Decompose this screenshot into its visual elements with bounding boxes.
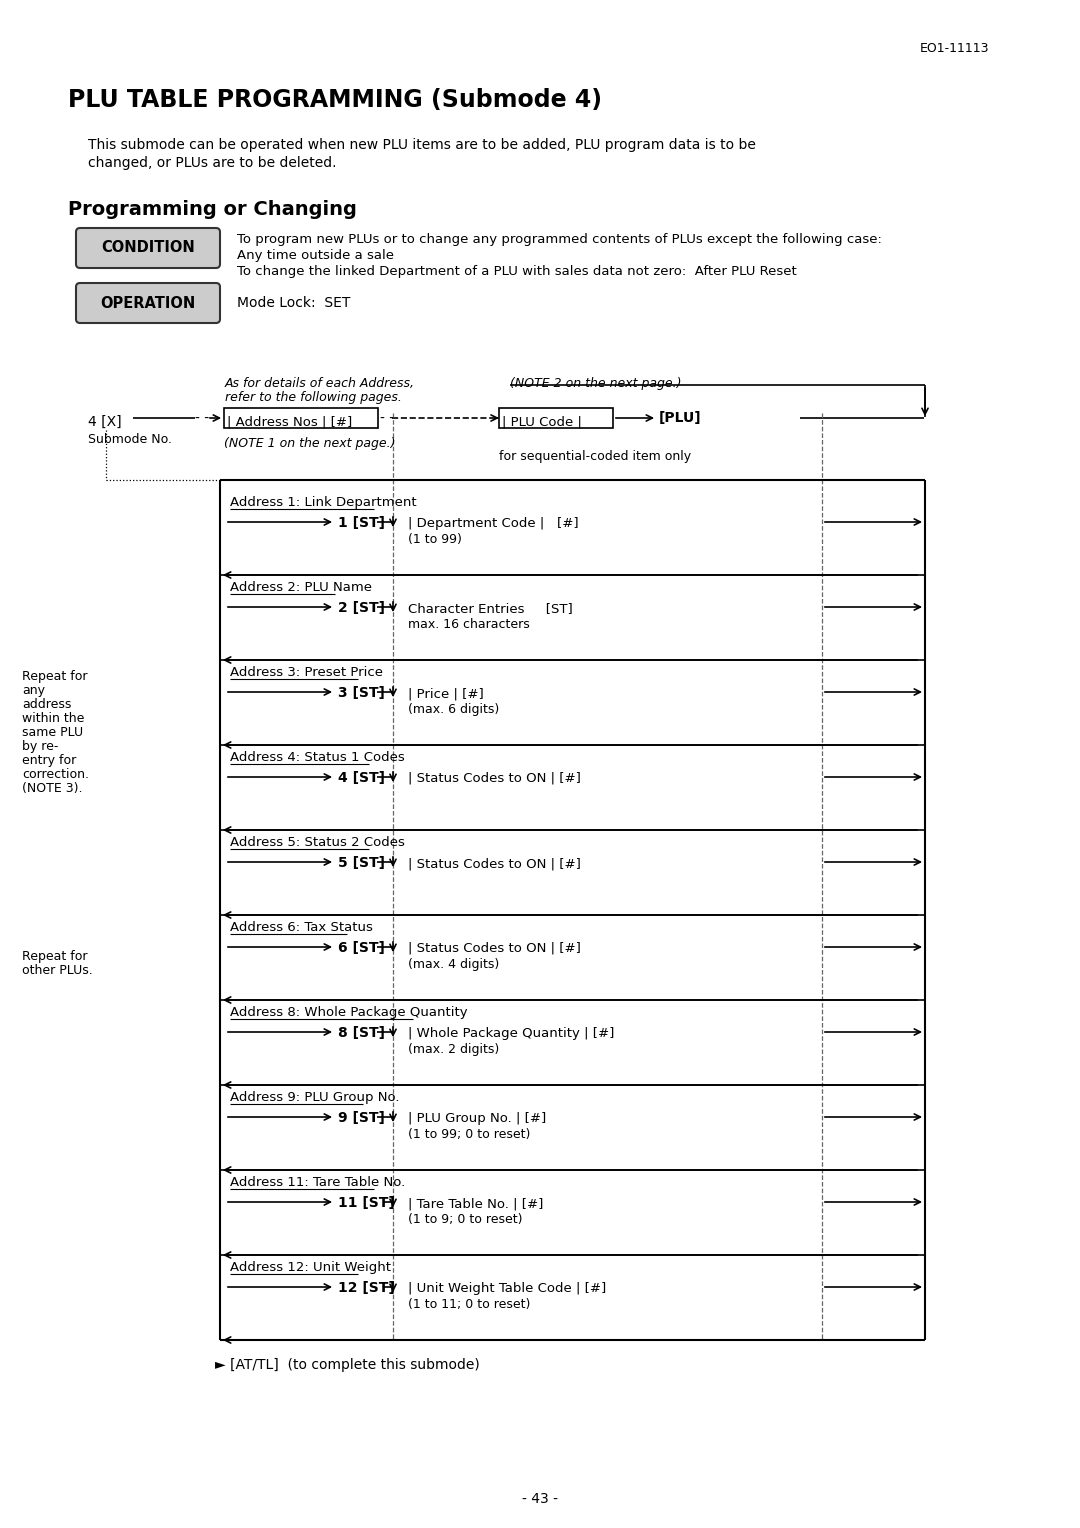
Text: | Address Nos | [#]: | Address Nos | [#] (227, 416, 352, 429)
Text: (1 to 99; 0 to reset): (1 to 99; 0 to reset) (408, 1128, 530, 1141)
Text: | Tare Table No. | [#]: | Tare Table No. | [#] (408, 1196, 543, 1210)
Text: - -: - - (195, 411, 210, 425)
Text: | PLU Code |: | PLU Code | (502, 416, 582, 429)
Text: CONDITION: CONDITION (102, 240, 194, 255)
Text: 11 [ST]: 11 [ST] (338, 1196, 395, 1210)
Text: address: address (22, 698, 71, 711)
Text: Address 9: PLU Group No.: Address 9: PLU Group No. (230, 1091, 400, 1105)
Text: EO1-11113: EO1-11113 (920, 41, 989, 55)
Text: OPERATION: OPERATION (100, 295, 195, 310)
Text: 5 [ST]: 5 [ST] (338, 856, 384, 869)
FancyBboxPatch shape (76, 283, 220, 322)
Text: ► [AT/TL]  (to complete this submode): ► [AT/TL] (to complete this submode) (215, 1358, 480, 1372)
Text: Address 12: Unit Weight: Address 12: Unit Weight (230, 1261, 391, 1274)
Text: (1 to 9; 0 to reset): (1 to 9; 0 to reset) (408, 1213, 523, 1225)
Text: Mode Lock:  SET: Mode Lock: SET (237, 296, 350, 310)
Text: Submode No.: Submode No. (87, 432, 172, 446)
Text: 8 [ST]: 8 [ST] (338, 1025, 384, 1041)
Text: 9 [ST]: 9 [ST] (338, 1111, 384, 1125)
Text: Repeat for: Repeat for (22, 669, 87, 683)
Text: Address 2: PLU Name: Address 2: PLU Name (230, 581, 372, 594)
Text: (max. 6 digits): (max. 6 digits) (408, 703, 499, 717)
Text: Address 3: Preset Price: Address 3: Preset Price (230, 666, 383, 678)
Text: Any time outside a sale: Any time outside a sale (237, 249, 394, 261)
Text: 2 [ST]: 2 [ST] (338, 601, 384, 614)
Text: | Unit Weight Table Code | [#]: | Unit Weight Table Code | [#] (408, 1282, 606, 1296)
Text: Address 1: Link Department: Address 1: Link Department (230, 497, 417, 509)
Text: any: any (22, 685, 45, 697)
Text: | Price | [#]: | Price | [#] (408, 688, 484, 700)
Text: As for details of each Address,: As for details of each Address, (225, 377, 415, 390)
Text: 6 [ST]: 6 [ST] (338, 941, 384, 955)
Text: other PLUs.: other PLUs. (22, 964, 93, 976)
Text: | Status Codes to ON | [#]: | Status Codes to ON | [#] (408, 941, 581, 955)
Text: 3 [ST]: 3 [ST] (338, 686, 384, 700)
Text: To change the linked Department of a PLU with sales data not zero:  After PLU Re: To change the linked Department of a PLU… (237, 264, 797, 278)
Text: (NOTE 3).: (NOTE 3). (22, 782, 82, 795)
Text: | Status Codes to ON | [#]: | Status Codes to ON | [#] (408, 857, 581, 869)
Text: This submode can be operated when new PLU items are to be added, PLU program dat: This submode can be operated when new PL… (87, 138, 756, 151)
Text: (1 to 11; 0 to reset): (1 to 11; 0 to reset) (408, 1297, 530, 1311)
Text: PLU TABLE PROGRAMMING (Submode 4): PLU TABLE PROGRAMMING (Submode 4) (68, 89, 602, 112)
Text: correction.: correction. (22, 769, 89, 781)
Text: 4 [X]: 4 [X] (87, 416, 122, 429)
Text: Address 8: Whole Package Quantity: Address 8: Whole Package Quantity (230, 1005, 468, 1019)
Text: | PLU Group No. | [#]: | PLU Group No. | [#] (408, 1112, 546, 1125)
Text: Address 6: Tax Status: Address 6: Tax Status (230, 921, 373, 934)
Text: (NOTE 2 on the next page.): (NOTE 2 on the next page.) (510, 377, 681, 390)
Text: Programming or Changing: Programming or Changing (68, 200, 356, 219)
Text: max. 16 characters: max. 16 characters (408, 617, 530, 631)
Text: changed, or PLUs are to be deleted.: changed, or PLUs are to be deleted. (87, 156, 337, 170)
Bar (224, 408, 378, 428)
Text: 1 [ST]: 1 [ST] (338, 516, 384, 530)
Text: | Whole Package Quantity | [#]: | Whole Package Quantity | [#] (408, 1027, 615, 1041)
Text: To program new PLUs or to change any programmed contents of PLUs except the foll: To program new PLUs or to change any pro… (237, 232, 882, 246)
Text: - -: - - (380, 411, 394, 425)
Text: refer to the following pages.: refer to the following pages. (225, 391, 402, 403)
Text: within the: within the (22, 712, 84, 724)
Text: | Department Code |   [#]: | Department Code | [#] (408, 516, 579, 530)
Text: Address 4: Status 1 Codes: Address 4: Status 1 Codes (230, 750, 405, 764)
Text: | Status Codes to ON | [#]: | Status Codes to ON | [#] (408, 772, 581, 785)
Bar (499, 408, 613, 428)
Text: (NOTE 1 on the next page.): (NOTE 1 on the next page.) (224, 437, 395, 451)
Text: Character Entries     [ST]: Character Entries [ST] (408, 602, 572, 614)
FancyBboxPatch shape (76, 228, 220, 267)
Text: for sequential-coded item only: for sequential-coded item only (499, 451, 691, 463)
Text: (max. 4 digits): (max. 4 digits) (408, 958, 499, 970)
Text: 12 [ST]: 12 [ST] (338, 1280, 395, 1296)
Text: [PLU]: [PLU] (659, 411, 702, 425)
Text: (1 to 99): (1 to 99) (408, 533, 462, 545)
Text: 4 [ST]: 4 [ST] (338, 772, 384, 785)
Text: Repeat for: Repeat for (22, 950, 87, 963)
Text: by re-: by re- (22, 740, 58, 753)
Text: entry for: entry for (22, 753, 77, 767)
Text: Address 5: Status 2 Codes: Address 5: Status 2 Codes (230, 836, 405, 850)
Text: same PLU: same PLU (22, 726, 83, 740)
Text: (max. 2 digits): (max. 2 digits) (408, 1044, 499, 1056)
Text: Address 11: Tare Table No.: Address 11: Tare Table No. (230, 1177, 405, 1189)
Text: - 43 -: - 43 - (522, 1491, 558, 1507)
